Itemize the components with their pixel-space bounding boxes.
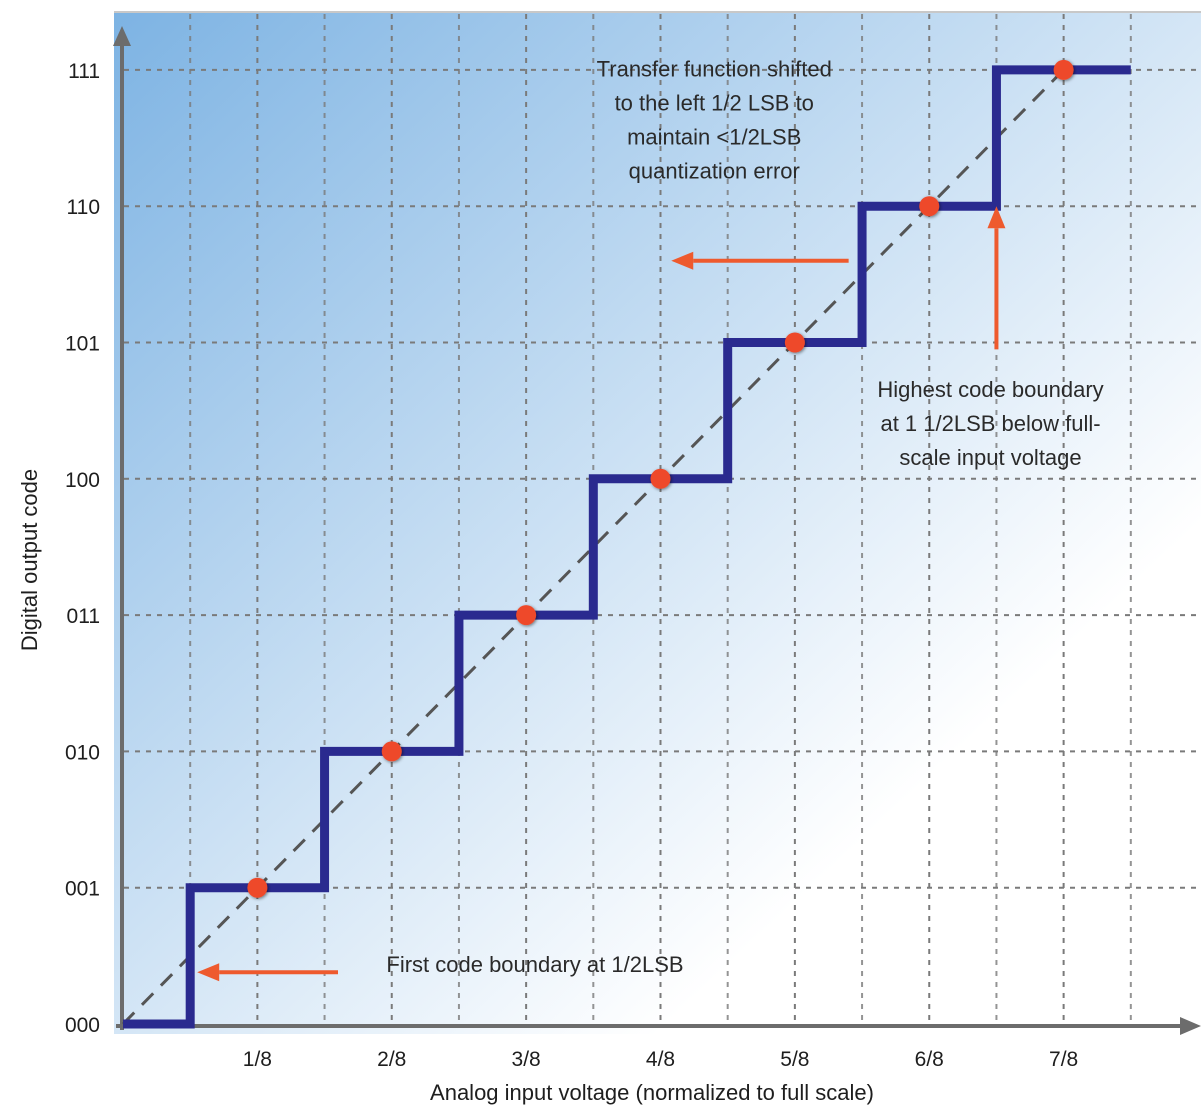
marker-code-111 — [1053, 59, 1074, 80]
marker-code-110 — [919, 196, 940, 217]
marker-code-010 — [381, 741, 402, 762]
y-tick-label: 110 — [67, 196, 100, 219]
x-axis-label: Analog input voltage (normalized to full… — [430, 1080, 874, 1105]
x-axis-arrowhead — [1180, 1017, 1201, 1035]
annotations: Transfer function shifted to the left 1/2… — [197, 57, 1104, 982]
y-tick-label: 100 — [65, 469, 100, 492]
tick-labels: 1/8 2/8 3/8 4/8 5/8 6/8 7/8 000 001 010 011 100 101 1… — [65, 60, 1078, 1071]
x-tick-label: 4/8 — [646, 1048, 675, 1071]
annotation-line: First code boundary at 1/2LSB — [386, 952, 683, 977]
annotation-line: Transfer function shifted — [597, 57, 832, 82]
y-tick-label: 010 — [65, 741, 100, 764]
ideal-transfer-dashed-line — [121, 68, 1065, 1026]
marker-code-101 — [784, 332, 805, 353]
annotation-shift-note: Transfer function shifted to the left 1/2… — [597, 57, 832, 184]
marker-code-100 — [650, 468, 671, 489]
y-tick-label: 001 — [65, 878, 100, 901]
annotation-first-boundary-note: First code boundary at 1/2LSB — [386, 952, 683, 977]
x-tick-label: 7/8 — [1049, 1048, 1078, 1071]
annotation-line: Highest code boundary — [877, 377, 1103, 402]
x-tick-label: 2/8 — [377, 1048, 406, 1071]
y-tick-label: 000 — [65, 1014, 100, 1037]
x-tick-label: 1/8 — [243, 1048, 272, 1071]
marker-code-011 — [516, 605, 537, 626]
y-tick-label: 011 — [67, 605, 100, 628]
y-tick-label: 101 — [65, 333, 100, 356]
arrow-shift-note-head — [671, 251, 694, 270]
annotation-line: maintain <1/2LSB — [627, 125, 801, 150]
y-tick-label: 111 — [68, 60, 100, 83]
axes — [113, 26, 1201, 1035]
x-tick-label: 6/8 — [915, 1048, 944, 1071]
arrow-first-boundary-note-head — [197, 963, 220, 982]
annotation-line: quantization error — [629, 159, 800, 184]
y-axis-label: Digital output code — [17, 469, 42, 651]
marker-code-001 — [247, 877, 268, 898]
annotation-line: to the left 1/2 LSB to — [615, 91, 814, 116]
x-tick-label: 3/8 — [512, 1048, 541, 1071]
plot-background — [114, 12, 1201, 1034]
annotation-line: scale input voltage — [899, 445, 1081, 470]
y-axis-arrowhead — [113, 26, 131, 46]
x-tick-label: 5/8 — [780, 1048, 809, 1071]
arrow-highest-boundary-note-head — [987, 206, 1006, 229]
code-midpoint-markers — [247, 59, 1074, 898]
annotation-line: at 1 1/2LSB below full- — [880, 411, 1100, 436]
annotation-highest-boundary-note: Highest code boundary at 1 1/2LSB below f… — [877, 377, 1103, 470]
